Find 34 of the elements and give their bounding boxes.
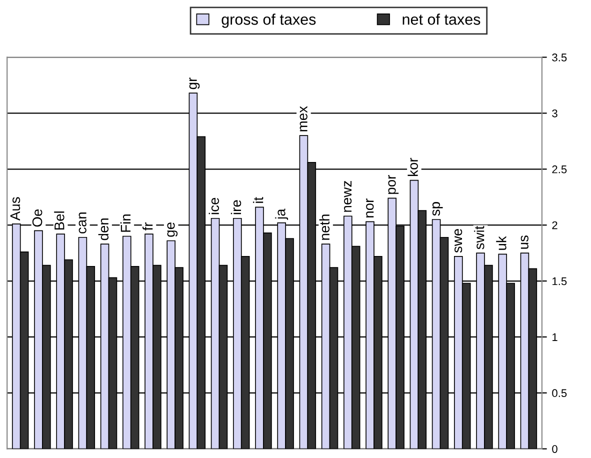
y-tick-label: 0.5 — [552, 389, 567, 398]
y-tick-label: 0 — [552, 445, 558, 453]
y-tick-label: 3 — [552, 109, 558, 118]
x-tick-label: neth — [319, 214, 330, 240]
x-tick-label: us — [520, 236, 528, 249]
y-tick-label: 3.5 — [552, 54, 567, 62]
x-tick-label: mex — [300, 106, 308, 132]
x-tick-label: Fin — [120, 214, 130, 232]
x-tick-label: sp — [432, 202, 443, 216]
x-tick-label: kor — [408, 158, 418, 176]
x-tick-label: nor — [366, 198, 374, 218]
x-tick-label: Bel — [54, 212, 64, 230]
x-tick-label: den — [98, 218, 109, 240]
legend-label: net of taxes — [402, 14, 480, 25]
x-tick-label: ice — [208, 198, 220, 214]
x-tick-label: ja — [275, 208, 288, 220]
y-tick-label: 1 — [552, 333, 558, 341]
x-tick-label: ge — [167, 222, 178, 237]
x-tick-label: it — [253, 196, 264, 203]
x-tick-label: Oe — [32, 209, 42, 227]
y-tick-label: 1.5 — [552, 277, 567, 286]
x-tick-label: ire — [230, 200, 242, 214]
x-tick-label: Aus — [10, 197, 20, 221]
x-tick-label: uk — [496, 236, 506, 250]
x-tick-label: newz — [344, 181, 352, 212]
legend-label: gross of taxes — [222, 14, 316, 28]
x-tick-label: por — [388, 175, 399, 194]
x-tick-label: can — [78, 212, 86, 234]
x-tick-label: gr — [189, 78, 200, 90]
y-tick-label: 2 — [552, 221, 558, 230]
x-tick-label: swe — [454, 228, 462, 253]
x-tick-label: fr — [142, 222, 153, 230]
y-tick-label: 2.5 — [552, 165, 567, 174]
x-tick-label: swit — [474, 226, 484, 250]
